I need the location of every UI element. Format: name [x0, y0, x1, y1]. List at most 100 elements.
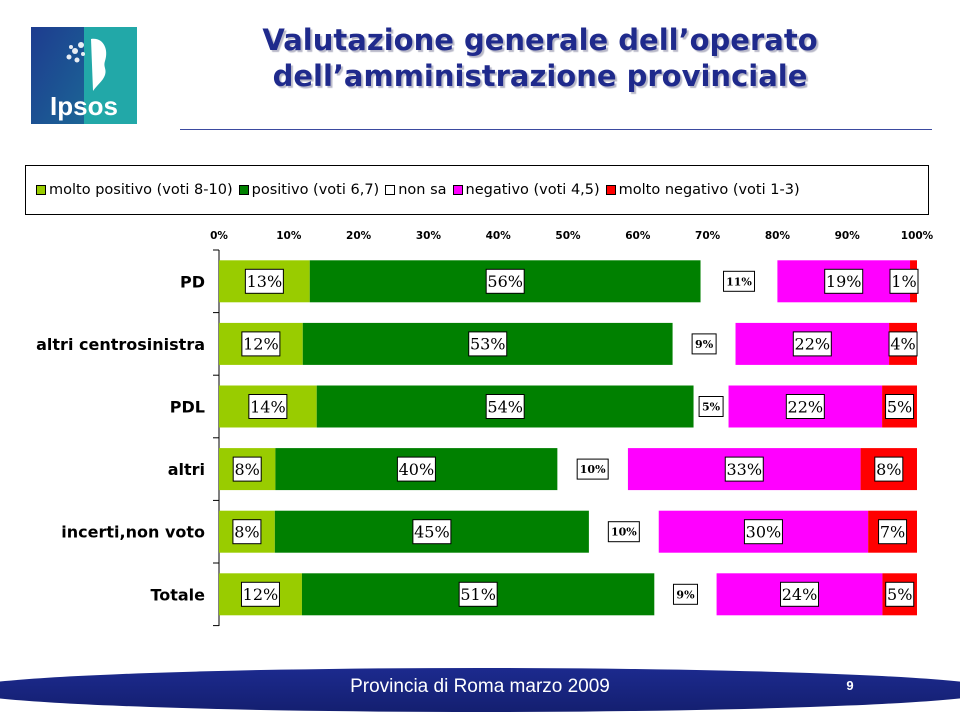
data-label-3-3: 33% — [726, 460, 762, 479]
data-label-box-5-1 — [458, 581, 498, 607]
x-tick-label-5: 50% — [555, 230, 581, 242]
page-title: Valutazione generale dell’operato dell’a… — [170, 22, 910, 94]
category-label-1: altri centrosinistra — [36, 335, 205, 354]
data-label-box-4-1 — [412, 519, 452, 545]
data-label-1-0: 12% — [243, 335, 279, 354]
data-label-box-0-2 — [723, 270, 756, 292]
data-label-box-0-1 — [485, 268, 525, 294]
x-tick-label-3: 30% — [416, 230, 442, 242]
data-label-0-0: 13% — [247, 272, 283, 291]
data-label-2-3: 22% — [788, 397, 824, 416]
data-label-5-3: 24% — [782, 585, 818, 604]
data-label-box-3-3 — [724, 456, 764, 482]
legend-item-3: negativo (voti 4,5) — [452, 182, 600, 198]
data-label-4-4: 7% — [880, 522, 905, 541]
data-label-3-1: 40% — [399, 460, 435, 479]
x-tick-label-4: 40% — [486, 230, 512, 242]
data-label-box-3-0 — [232, 456, 262, 482]
data-label-4-1: 45% — [414, 522, 450, 541]
data-label-box-5-2 — [672, 583, 698, 605]
data-label-4-3: 30% — [746, 522, 782, 541]
title-line-1: Valutazione generale dell’operato — [262, 23, 818, 57]
legend-label-0: molto positivo (voti 8-10) — [49, 182, 233, 198]
legend-swatch-2 — [385, 185, 396, 195]
category-label-3: altri — [168, 460, 205, 479]
data-label-2-4: 5% — [887, 397, 912, 416]
data-label-3-4: 8% — [876, 460, 901, 479]
legend-label-2: non sa — [398, 182, 447, 198]
category-label-0: PD — [180, 272, 205, 291]
legend-label-4: molto negativo (voti 1-3) — [618, 182, 800, 198]
data-label-box-5-0 — [240, 581, 280, 607]
x-tick-label-8: 80% — [765, 230, 791, 242]
data-label-box-1-2 — [691, 333, 717, 355]
footer-text: Provincia di Roma marzo 2009 — [350, 676, 610, 697]
data-label-0-4: 1% — [891, 272, 916, 291]
legend-label-1: positivo (voti 6,7) — [251, 182, 380, 198]
x-tick-label-9: 90% — [835, 230, 861, 242]
title-divider — [180, 129, 932, 130]
data-label-1-1: 53% — [470, 335, 506, 354]
data-label-box-4-3 — [743, 519, 783, 545]
data-label-box-1-4 — [888, 331, 918, 357]
x-tick-label-7: 70% — [695, 230, 721, 242]
data-label-box-3-1 — [396, 456, 436, 482]
data-label-2-1: 54% — [487, 397, 523, 416]
x-tick-label-10: 100% — [901, 230, 934, 242]
data-label-3-0: 8% — [235, 460, 260, 479]
x-tick-label-0: 0% — [210, 230, 228, 242]
data-label-box-4-2 — [607, 521, 640, 543]
data-label-2-2: 5% — [702, 400, 721, 413]
data-label-4-0: 8% — [234, 522, 259, 541]
data-label-1-2: 9% — [695, 338, 714, 351]
data-label-box-4-4 — [878, 519, 908, 545]
data-label-box-3-2 — [576, 458, 609, 480]
data-label-0-3: 19% — [826, 272, 862, 291]
data-label-box-5-4 — [885, 581, 915, 607]
data-label-box-2-0 — [248, 394, 288, 419]
legend-item-2: non sa — [385, 182, 447, 198]
x-tick-label-1: 10% — [276, 230, 302, 242]
page-number: 9 — [846, 678, 854, 693]
data-label-box-1-0 — [241, 331, 281, 357]
data-label-box-2-2 — [698, 396, 724, 417]
category-label-4: incerti,non voto — [61, 523, 205, 542]
legend-swatch-0 — [36, 185, 46, 195]
data-label-box-2-1 — [485, 394, 525, 419]
data-label-5-4: 5% — [887, 585, 912, 604]
data-label-4-2: 10% — [611, 526, 637, 539]
stacked-bar-chart: 0% 10% 20% 30% 40% 50% 60% 70% 80% 90% 100% PD 13% 56… — [36, 230, 934, 627]
data-label-1-3: 22% — [795, 335, 831, 354]
legend-swatch-1 — [238, 185, 249, 195]
data-label-box-5-3 — [780, 581, 820, 607]
data-label-2-0: 14% — [250, 397, 286, 416]
legend-swatch-3 — [452, 185, 463, 195]
legend-item-0: molto positivo (voti 8-10) — [36, 182, 233, 198]
legend-swatch-4 — [605, 185, 616, 195]
legend-item-1: positivo (voti 6,7) — [238, 182, 380, 198]
data-label-3-2: 10% — [580, 463, 606, 476]
data-label-5-0: 12% — [243, 585, 279, 604]
legend-label-3: negativo (voti 4,5) — [465, 182, 600, 198]
footer-banner — [0, 668, 960, 712]
data-label-box-2-4 — [885, 394, 915, 419]
data-label-1-4: 4% — [890, 335, 915, 354]
category-label-5: Totale — [150, 585, 205, 604]
data-label-box-2-3 — [785, 394, 825, 419]
logo-text: Ipsos — [50, 91, 118, 121]
data-label-box-0-4 — [889, 268, 919, 294]
ipsos-logo: Ipsos — [31, 27, 137, 124]
chart-legend: molto positivo (voti 8-10) positivo (voti… — [25, 165, 929, 215]
data-label-box-3-4 — [874, 456, 904, 482]
x-tick-label-2: 20% — [346, 230, 372, 242]
data-label-5-1: 51% — [460, 585, 496, 604]
legend-item-4: molto negativo (voti 1-3) — [605, 182, 800, 198]
data-label-box-4-0 — [232, 519, 262, 545]
data-label-0-1: 56% — [487, 272, 523, 291]
data-label-box-1-1 — [468, 331, 508, 357]
category-label-2: PDL — [170, 398, 205, 417]
data-label-0-2: 11% — [726, 275, 752, 288]
data-label-box-1-3 — [792, 331, 832, 357]
data-label-5-2: 9% — [676, 588, 695, 601]
x-tick-label-6: 60% — [625, 230, 651, 242]
